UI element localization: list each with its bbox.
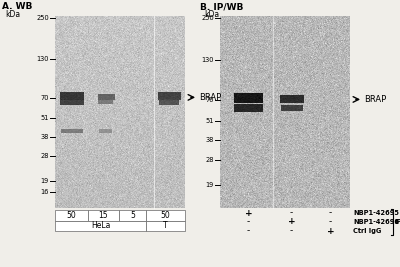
Text: 51: 51 <box>41 115 49 121</box>
Text: 15: 15 <box>98 211 108 220</box>
Bar <box>55 221 146 231</box>
Text: 50: 50 <box>161 211 170 220</box>
Text: 16: 16 <box>41 189 49 195</box>
Text: T: T <box>163 222 168 230</box>
Text: 250: 250 <box>201 15 214 21</box>
Bar <box>146 210 185 221</box>
Text: 19: 19 <box>41 178 49 184</box>
Text: 50: 50 <box>66 211 76 220</box>
Bar <box>88 210 119 221</box>
Text: -: - <box>290 226 293 235</box>
Text: B. IP/WB: B. IP/WB <box>200 2 243 11</box>
Text: BRAP: BRAP <box>199 93 221 102</box>
Text: 19: 19 <box>206 182 214 188</box>
Text: 38: 38 <box>206 137 214 143</box>
Text: -: - <box>247 226 250 235</box>
Text: kDa: kDa <box>204 10 219 19</box>
Text: 28: 28 <box>206 157 214 163</box>
Text: 70: 70 <box>40 95 49 101</box>
Text: 130: 130 <box>202 57 214 63</box>
Text: 28: 28 <box>40 153 49 159</box>
Text: IP: IP <box>394 219 400 225</box>
Text: -: - <box>329 218 332 226</box>
Text: BRAP: BRAP <box>364 95 386 104</box>
Text: kDa: kDa <box>5 10 20 19</box>
Text: HeLa: HeLa <box>91 222 110 230</box>
Text: NBP1-42696: NBP1-42696 <box>353 219 399 225</box>
Text: 130: 130 <box>36 56 49 62</box>
Text: A. WB: A. WB <box>2 2 32 11</box>
Text: -: - <box>247 218 250 226</box>
Text: -: - <box>290 209 293 218</box>
Text: 250: 250 <box>36 15 49 21</box>
Text: NBP1-42695: NBP1-42695 <box>353 210 399 216</box>
Text: +: + <box>288 218 295 226</box>
Text: +: + <box>327 226 334 235</box>
Text: 5: 5 <box>130 211 135 220</box>
Bar <box>119 210 146 221</box>
Bar <box>146 221 185 231</box>
Text: -: - <box>329 209 332 218</box>
Text: 38: 38 <box>41 134 49 140</box>
Text: 51: 51 <box>206 118 214 124</box>
Text: 70: 70 <box>206 97 214 103</box>
Text: +: + <box>245 209 252 218</box>
Text: Ctrl IgG: Ctrl IgG <box>353 228 381 234</box>
Bar <box>55 210 88 221</box>
